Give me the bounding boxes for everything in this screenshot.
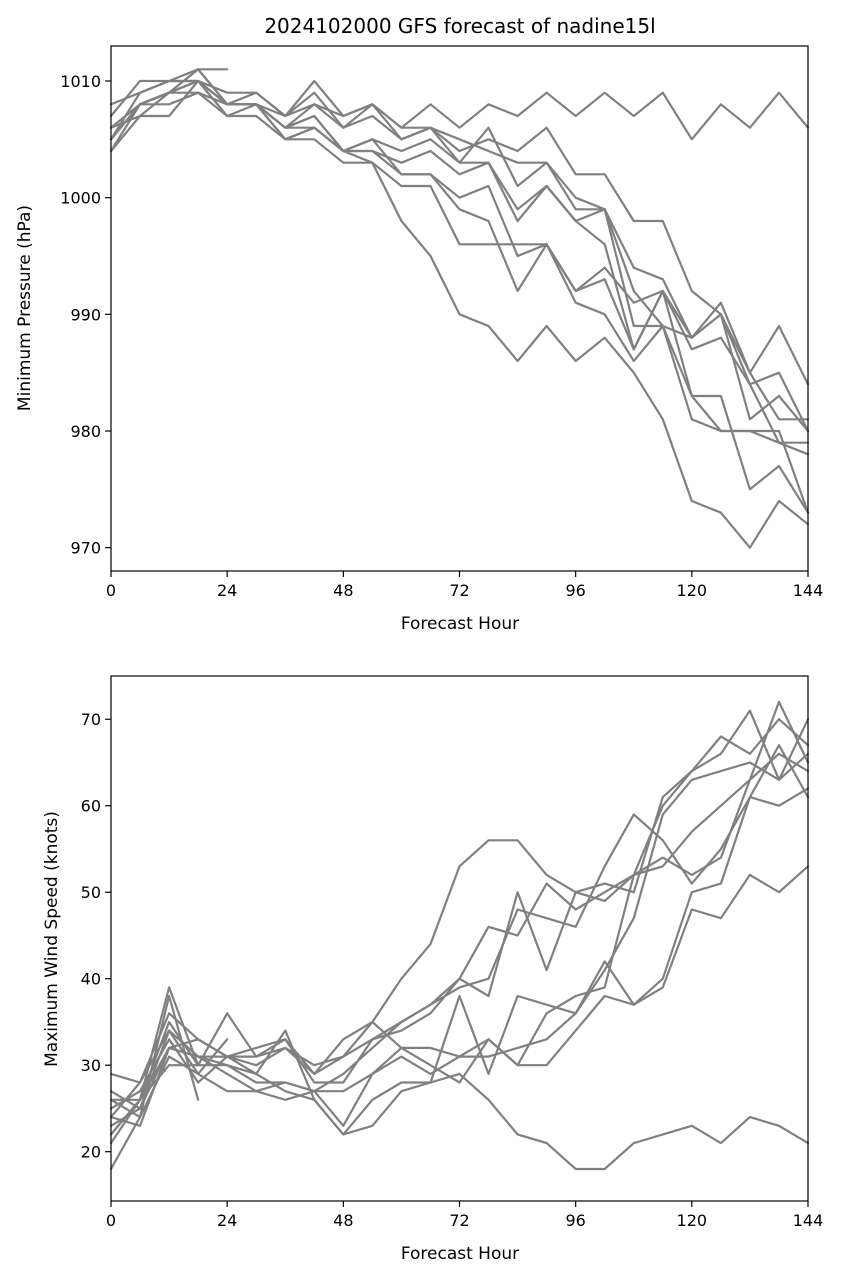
y-axis-label: Minimum Pressure (hPa) — [15, 205, 35, 411]
x-axis-label: Forecast Hour — [401, 1244, 519, 1264]
y-tick-label: 1000 — [60, 189, 101, 208]
x-tick-label: 0 — [106, 1211, 116, 1230]
x-tick-label: 48 — [333, 581, 353, 600]
series-line-9 — [109, 91, 810, 456]
series-line-2 — [109, 79, 810, 141]
y-tick-label: 970 — [70, 539, 101, 558]
y-tick-label: 50 — [81, 883, 101, 902]
y-tick-label: 1010 — [60, 72, 101, 91]
series-line-8 — [109, 79, 810, 444]
y-tick-label: 990 — [70, 305, 101, 324]
series-line-11 — [109, 79, 810, 514]
x-tick-label: 0 — [106, 581, 116, 600]
series-line-3 — [109, 68, 810, 433]
y-tick-label: 70 — [81, 710, 101, 729]
series-line-9 — [109, 700, 810, 1136]
x-tick-label: 96 — [565, 581, 585, 600]
x-ticks: 0 24 48 72 96 120 144 — [106, 1201, 823, 1230]
x-tick-label: 72 — [449, 581, 469, 600]
x-ticks: 0 24 48 72 96 120 144 — [106, 571, 823, 600]
plot-frame — [110, 45, 809, 572]
x-tick-label: 72 — [449, 1211, 469, 1230]
series-line-5 — [109, 79, 810, 421]
x-tick-label: 120 — [677, 1211, 708, 1230]
series-line-6 — [109, 79, 810, 433]
x-tick-label: 144 — [793, 1211, 824, 1230]
series-line-4 — [109, 709, 810, 1136]
x-axis-label: Forecast Hour — [401, 614, 519, 634]
series-line-2 — [109, 994, 200, 1171]
series-line-11 — [109, 718, 810, 1119]
y-tick-label: 40 — [81, 970, 101, 989]
y-axis-label: Maximum Wind Speed (knots) — [42, 811, 62, 1067]
series-line-7 — [109, 91, 810, 514]
series-lines — [109, 68, 810, 549]
chart-title: 2024102000 GFS forecast of nadine15l — [264, 14, 655, 38]
y-tick-label: 30 — [81, 1056, 101, 1075]
series-line-10 — [109, 79, 810, 549]
x-tick-label: 96 — [565, 1211, 585, 1230]
series-line-5 — [109, 1029, 810, 1171]
series-line-6 — [109, 787, 810, 1127]
x-tick-label: 24 — [217, 581, 237, 600]
y-tick-label: 60 — [81, 797, 101, 816]
pressure-chart: 2024102000 GFS forecast of nadine15l 0 24… — [15, 14, 823, 634]
x-tick-label: 48 — [333, 1211, 353, 1230]
series-line-8 — [109, 752, 810, 1127]
x-tick-label: 144 — [793, 581, 824, 600]
plot-frame — [110, 675, 809, 1202]
y-tick-label: 20 — [81, 1143, 101, 1162]
series-line-4 — [109, 68, 810, 386]
series-line-12 — [109, 865, 810, 1136]
y-tick-label: 980 — [70, 422, 101, 441]
y-ticks: 20 30 40 50 60 70 — [81, 710, 111, 1162]
y-ticks: 970 980 990 1000 1010 — [60, 72, 111, 558]
x-tick-label: 24 — [217, 1211, 237, 1230]
wind-chart: 0 24 48 72 96 120 144 20 30 40 50 60 70 Forecast Ho… — [42, 675, 823, 1264]
x-tick-label: 120 — [677, 581, 708, 600]
series-lines — [109, 700, 810, 1171]
